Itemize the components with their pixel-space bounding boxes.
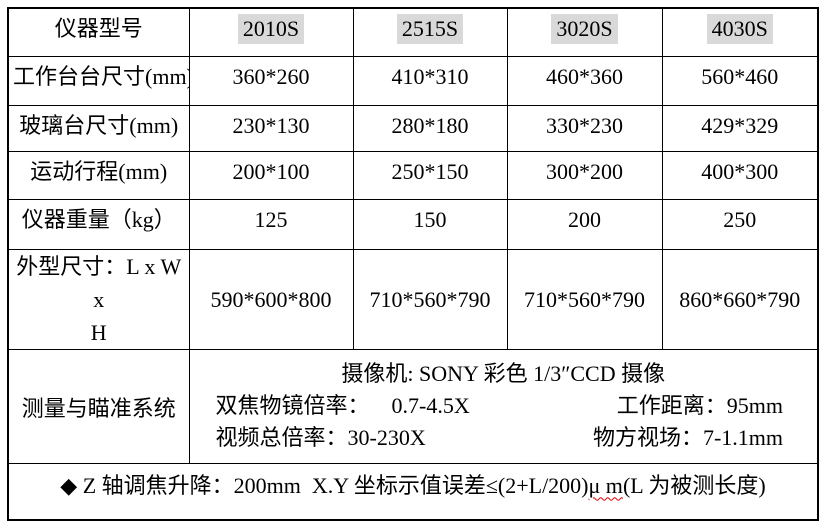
value: 429*329 — [701, 112, 779, 138]
value-cell: 710*560*790 — [506, 248, 663, 350]
working-distance: 工作距离：95mm — [616, 393, 783, 418]
value-cell: 429*329 — [661, 104, 819, 152]
value: 230*130 — [232, 112, 310, 138]
footer-note-text-after: (L 为被测长度) — [622, 472, 766, 498]
row-label-line2: H — [90, 319, 107, 345]
magnification-line: 双焦物镜倍率： 0.7-4.5X 工作距离：95mm — [190, 390, 817, 422]
glass-stage-size-row: 玻璃台尺寸(mm) 230*130 280*180 330*230 429*32… — [7, 104, 819, 152]
measure-system-label: 测量与瞄准系统 — [21, 396, 176, 422]
header-label-cell: 仪器型号 — [7, 7, 190, 57]
model-name-4030s: 4030S — [706, 14, 773, 44]
row-label-cell: 工作台台尺寸(mm) — [7, 55, 190, 106]
value: 400*300 — [701, 158, 779, 184]
model-name-3020s: 3020S — [551, 14, 618, 44]
value: 250 — [723, 206, 757, 232]
value-cell: 200 — [506, 198, 663, 250]
footer-note-text: Z 轴调焦升降：200mm X.Y 坐标示值误差≤(2+L/200) — [77, 472, 589, 498]
value-cell: 250*150 — [352, 150, 508, 200]
value-cell: 250 — [661, 198, 819, 250]
value-cell: 590*600*800 — [188, 248, 354, 350]
value-cell: 560*460 — [661, 55, 819, 106]
value-cell: 460*360 — [506, 55, 663, 106]
value-cell: 125 — [188, 198, 354, 250]
header-row: 仪器型号 2010S 2515S 3020S 4030S — [7, 7, 819, 57]
model-name-2010s: 2010S — [237, 14, 305, 44]
value-cell: 200*100 — [188, 150, 354, 200]
model-cell-3020s: 3020S — [506, 7, 663, 57]
row-label: 运动行程(mm) — [30, 158, 168, 184]
model-cell-2515s: 2515S — [352, 7, 508, 57]
value: 125 — [254, 206, 288, 232]
value: 200 — [568, 206, 601, 232]
header-label: 仪器型号 — [54, 16, 143, 41]
value: 330*230 — [546, 112, 623, 138]
model-cell-4030s: 4030S — [661, 7, 819, 57]
model-cell-2010s: 2010S — [188, 7, 354, 57]
weight-row: 仪器重量（kg） 125 150 200 250 — [7, 198, 819, 250]
objective-magnification: 双焦物镜倍率： 0.7-4.5X — [215, 393, 470, 418]
row-label: 玻璃台尺寸(mm) — [19, 112, 179, 138]
value: 250*150 — [391, 158, 469, 184]
measure-system-label-cell: 测量与瞄准系统 — [7, 348, 190, 464]
value-cell: 150 — [352, 198, 508, 250]
object-field: 物方视场：7-1.1mm — [592, 425, 783, 450]
video-magnification-line: 视频总倍率：30-230X 物方视场：7-1.1mm — [190, 422, 817, 454]
value: 860*660*790 — [679, 286, 801, 312]
value: 300*200 — [546, 158, 623, 184]
value: 150 — [413, 206, 447, 232]
diamond-bullet-icon: ◆ — [60, 472, 78, 498]
value-cell: 330*230 — [506, 104, 663, 152]
value: 560*460 — [701, 63, 779, 89]
video-magnification: 视频总倍率：30-230X — [215, 425, 426, 450]
row-label-cell: 外型尺寸：L x W x H — [7, 248, 190, 350]
footer-note-wavy-text: μ m — [588, 472, 623, 498]
value-cell: 860*660*790 — [661, 248, 819, 350]
value-cell: 360*260 — [188, 55, 354, 106]
row-label-line1: 外型尺寸：L x W x — [16, 253, 182, 312]
row-label: 仪器重量（kg） — [21, 206, 176, 232]
worktable-size-row: 工作台台尺寸(mm) 360*260 410*310 460*360 560*4… — [7, 55, 819, 106]
row-label-cell: 运动行程(mm) — [7, 150, 190, 200]
value-cell: 280*180 — [352, 104, 508, 152]
row-label: 工作台台尺寸(mm) — [13, 63, 189, 89]
value-cell: 400*300 — [661, 150, 819, 200]
value-cell: 230*130 — [188, 104, 354, 152]
value: 360*260 — [232, 63, 310, 89]
value: 590*600*800 — [210, 286, 332, 312]
footer-note-cell: ◆ Z 轴调焦升降：200mm X.Y 坐标示值误差≤(2+L/200)μ m(… — [7, 462, 819, 521]
value-cell: 710*560*790 — [352, 248, 508, 350]
value: 200*100 — [232, 158, 310, 184]
value: 710*560*790 — [524, 286, 645, 312]
camera-line: 摄像机: SONY 彩色 1/3″CCD 摄像 — [341, 361, 666, 386]
model-name-2515s: 2515S — [396, 14, 464, 44]
value: 280*180 — [391, 112, 469, 138]
row-label-cell: 玻璃台尺寸(mm) — [7, 104, 190, 152]
outer-dimensions-row: 外型尺寸：L x W x H 590*600*800 710*560*790 7… — [7, 248, 819, 350]
value-cell: 300*200 — [506, 150, 663, 200]
travel-range-row: 运动行程(mm) 200*100 250*150 300*200 400*300 — [7, 150, 819, 200]
measure-system-content-cell: 摄像机: SONY 彩色 1/3″CCD 摄像 双焦物镜倍率： 0.7-4.5X… — [188, 348, 819, 464]
value: 710*560*790 — [369, 286, 491, 312]
spec-table: 仪器型号 2010S 2515S 3020S 4030S 工作台台尺寸(mm) … — [7, 7, 819, 521]
measure-system-row: 测量与瞄准系统 摄像机: SONY 彩色 1/3″CCD 摄像 双焦物镜倍率： … — [7, 348, 819, 464]
footer-note-row: ◆ Z 轴调焦升降：200mm X.Y 坐标示值误差≤(2+L/200)μ m(… — [7, 462, 819, 521]
value: 460*360 — [546, 63, 623, 89]
value-cell: 410*310 — [352, 55, 508, 106]
row-label-cell: 仪器重量（kg） — [7, 198, 190, 250]
value: 410*310 — [391, 63, 469, 89]
